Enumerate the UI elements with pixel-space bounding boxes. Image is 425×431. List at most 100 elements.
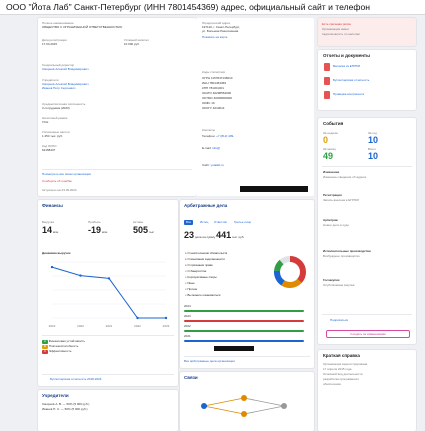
links-title: Связи [184, 375, 198, 380]
finance-footer-link[interactable]: Бухгалтерская отчетность 2018-2024 [50, 377, 102, 381]
events-section: Изменение [323, 170, 340, 174]
field-label: Уставной капитал [124, 38, 149, 42]
company-details-card: Полное наименование ОБЩЕСТВО С ОГРАНИЧЕН… [38, 18, 196, 196]
arbitration-footer-link[interactable]: Все арбитражные дела организации [184, 359, 235, 363]
revenue-chart: 2019 2020 2021 2022 2023 [49, 261, 170, 328]
brief-text: обеспечения [323, 382, 341, 386]
tab-all[interactable]: Все [184, 220, 194, 225]
founders-title: Учредители [42, 393, 69, 398]
reports-card: Отчеты и документы Выписка из ЕГРЮЛ Бухг… [318, 50, 416, 110]
pdf-icon [324, 63, 330, 71]
revenue-point [136, 316, 139, 320]
founder-row: Смирнов А. В. — 50% (5 000 руб.) [42, 402, 90, 406]
field-label: Коды статистики [202, 70, 226, 74]
info-link[interactable]: Посмотреть все связи организации [42, 172, 91, 176]
brief-text: Основной вид деятельности [323, 372, 363, 376]
founders-card: Учредители Смирнов А. В. — 50% (5 000 ру… [38, 390, 178, 431]
badge-row: A Финансовая устойчивость [42, 339, 86, 344]
field-value: 1 254 тыс. руб. [42, 134, 63, 138]
tab-defendant[interactable]: Ответчик [214, 220, 227, 224]
director-link[interactable]: Смирнов Алексей Владимирович [42, 67, 89, 71]
redacted-block [214, 346, 254, 351]
events-section: Арбитраж [323, 218, 338, 222]
field-label: Уплаченные налоги [42, 130, 70, 134]
brief-text: Организация зарегистрирована [323, 362, 368, 366]
field-label: Контакты [202, 128, 215, 132]
x-tick-label: 2023 [163, 324, 170, 328]
events-card: События За неделю 0 За год 10 За месяц 4… [318, 118, 416, 344]
revenue-series-line [51, 266, 166, 319]
event-text: Изменены сведения об адресе [323, 175, 367, 179]
field-value: УСН [42, 120, 49, 124]
report-link[interactable]: Проверка контрагента [333, 92, 365, 96]
finance-title: Финансы [42, 203, 63, 208]
field-label: Учредители [42, 78, 59, 82]
event-text: Новое дело в суде [323, 223, 349, 227]
field-label: Среднесписочная численность [42, 102, 86, 106]
arbitration-donut [274, 256, 306, 288]
brief-title: Краткая справка [323, 353, 360, 358]
notify-button[interactable]: Следить за изменениями [326, 330, 410, 338]
events-section: Госзакупки [323, 278, 340, 282]
map-link[interactable]: Показать на карте [202, 35, 228, 39]
code-row: ОКТМО 40308000000 [202, 96, 232, 100]
arbitration-title: Арбитражные дела [184, 203, 228, 208]
brief-text: 17 апреля 2015 года [323, 367, 352, 371]
events-stat-label: За неделю [323, 131, 338, 135]
tab-third-party[interactable]: Третье лицо [234, 220, 252, 224]
events-stat-value: 0 [323, 135, 329, 145]
code-row: ОКОГУ 4210014 [202, 106, 225, 110]
page-title: ООО "Йота Лаб" Санкт-Петербург (ИНН 7801… [6, 2, 371, 12]
code-row: ОГРН 1157847136610 [202, 76, 233, 80]
chart-title: Динамика выручки [42, 251, 71, 255]
x-tick-label: 2019 [49, 324, 56, 328]
tab-plaintiff[interactable]: Истец [200, 220, 209, 224]
subscribe-link[interactable]: Подписаться [330, 318, 348, 322]
alert-text: Есть признаки риска [322, 22, 351, 26]
warning-link[interactable]: Сообщить об ошибке [42, 179, 72, 183]
report-link[interactable]: Бухгалтерская отчетность [333, 78, 370, 82]
pdf-icon [324, 77, 330, 85]
field-value: 10 000 руб. [124, 42, 140, 46]
field-label: Полное наименование [42, 21, 74, 25]
revenue-point [50, 265, 54, 269]
field-value: 17.04.2015 [42, 42, 58, 46]
founder-link[interactable]: Иванов Петр Сергеевич [42, 86, 76, 90]
revenue-point [164, 316, 168, 320]
field-label: Налоговый режим [42, 116, 68, 120]
badge-row: C Эффективность [42, 349, 72, 354]
code-row: ИНН 7801454369 [202, 81, 227, 85]
metric-value: -19 млн [88, 225, 108, 235]
event-text: Возбуждено производство [323, 254, 360, 258]
events-title: События [323, 121, 344, 126]
metric-label: Прибыль [88, 220, 101, 224]
events-stat-label: Всего [368, 147, 376, 151]
events-stat-label: За год [368, 131, 377, 135]
links-card: Связи [180, 372, 314, 431]
metric-label: Активы [133, 220, 144, 224]
alert-text: Организация имеет [322, 27, 350, 31]
events-stat-label: За месяц [323, 147, 336, 151]
revenue-point [107, 277, 111, 280]
alert-card: Есть признаки риска Организация имеет за… [318, 18, 416, 46]
x-tick-label: 2021 [106, 324, 113, 328]
brief-card: Краткая справка Организация зарегистриро… [318, 350, 416, 431]
field-label: Генеральный директор [42, 63, 75, 67]
report-link[interactable]: Выписка из ЕГРЮЛ [333, 64, 361, 68]
founder-link[interactable]: Смирнов Алексей Владимирович [42, 82, 89, 86]
field-value: ОБЩЕСТВО С ОГРАНИЧЕННОЙ ОТВЕТСТВЕННОСТЬЮ [42, 25, 123, 29]
revenue-point [79, 274, 82, 277]
founder-row: Иванов П. С. — 50% (5 000 руб.) [42, 407, 88, 411]
events-stat-value: 10 [368, 151, 379, 161]
address-value: ул. Большая Разночинная [202, 29, 239, 33]
event-text: Запись внесена в ЕГРЮЛ [323, 198, 359, 202]
field-value: 3 сотрудника (2023) [42, 106, 70, 110]
field-label: Юридический адрес [202, 21, 231, 25]
contact-row: E-mail: info@ [202, 146, 221, 150]
code-row: ОКФС 16 [202, 101, 215, 105]
arb-summary: 23 дела на сумму 441 тыс. руб. [184, 230, 245, 240]
arbitration-card: Арбитражные дела Все Истец Ответчик Трет… [180, 200, 314, 368]
field-value: 62158437 [42, 148, 56, 152]
events-stat-value: 49 [323, 151, 334, 161]
finance-card: Финансы Выручка 14 млн Прибыль -19 млн А… [38, 200, 178, 386]
